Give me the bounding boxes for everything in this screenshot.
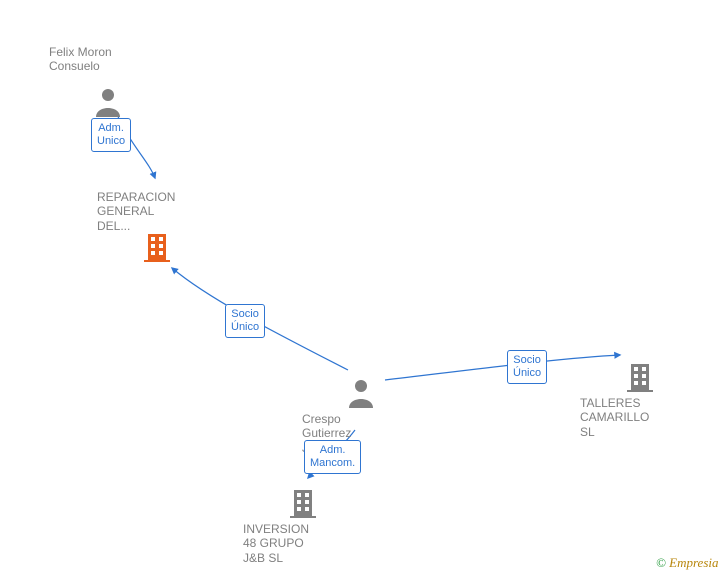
- edge-label-crespo-inversion: Adm. Mancom.: [304, 440, 361, 474]
- edge-label-crespo-reparacion: Socio Único: [225, 304, 265, 338]
- building-icon: [288, 488, 318, 523]
- node-label: TALLERES CAMARILLO SL: [580, 396, 700, 439]
- node-label: Felix Moron Consuelo: [49, 45, 169, 74]
- building-icon: [142, 232, 172, 267]
- credit: © empresia: [656, 555, 719, 571]
- node-label: REPARACION GENERAL DEL...: [97, 190, 217, 233]
- credit-symbol: ©: [656, 555, 666, 570]
- edge-label-felix-reparacion: Adm. Unico: [91, 118, 131, 152]
- edge-label-crespo-talleres: Socio Único: [507, 350, 547, 384]
- building-icon: [625, 362, 655, 397]
- person-icon: [347, 378, 375, 413]
- node-label: INVERSION 48 GRUPO J&B SL: [243, 522, 363, 565]
- credit-text: empresia: [669, 555, 718, 570]
- person-icon: [94, 87, 122, 122]
- edge-crespo-talleres: [385, 355, 620, 380]
